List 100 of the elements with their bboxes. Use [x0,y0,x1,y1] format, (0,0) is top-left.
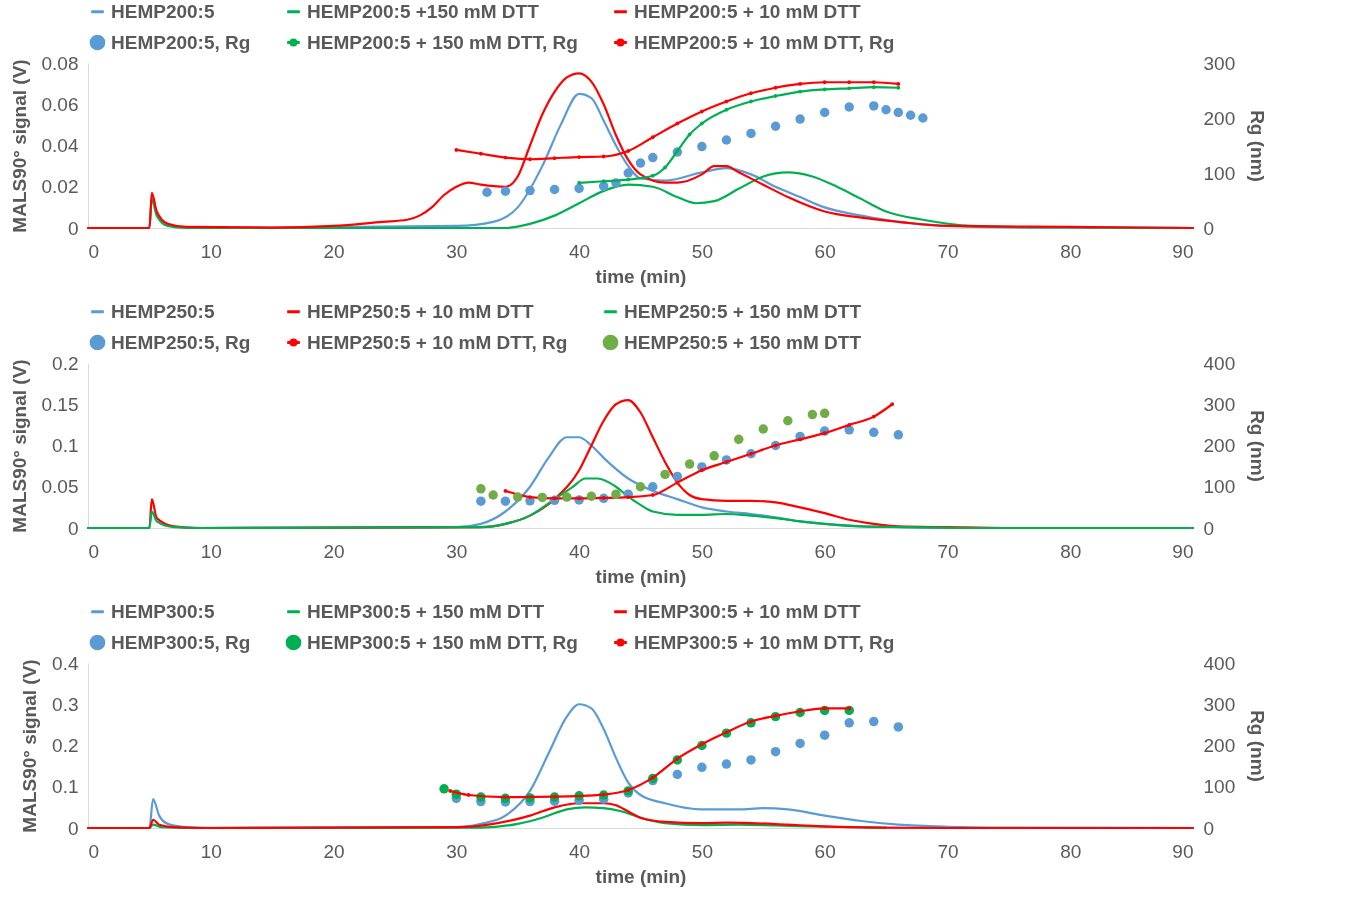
legend-label: HEMP200:5 + 150 mM DTT, Rg [307,31,578,53]
legend-label: HEMP200:5 + 10 mM DTT, Rg [634,31,895,53]
point [721,759,732,769]
y2-tick-label: 0 [1203,817,1215,839]
legend-label: HEMP200:5 [111,0,215,22]
legend-label: HEMP300:5 + 10 mM DTT [634,600,861,622]
point [598,181,609,191]
x-tick-label: 20 [323,240,345,262]
point [869,101,879,111]
y-tick-label: 0.2 [52,352,79,374]
point [795,738,805,749]
x-tick-label: 10 [200,540,222,562]
point [881,105,891,115]
legend-label: HEMP300:5 + 10 mM DTT, Rg [634,631,895,653]
x-tick-label: 40 [569,240,591,262]
point [758,424,769,434]
x-tick-label: 20 [323,540,345,562]
point [783,416,793,426]
legend-label: HEMP200:5 +150 mM DTT [307,0,540,22]
point [819,730,830,740]
point [773,85,778,90]
point [500,186,511,196]
point [488,490,498,500]
point [675,121,680,126]
point [672,769,683,780]
y-tick-label: 0.08 [41,52,79,74]
point [528,157,532,162]
x-tick-label: 80 [1060,540,1082,562]
x-tick-label: 80 [1060,840,1082,862]
point [893,107,904,118]
y-tick-label: 0.1 [52,435,79,456]
y2-tick-label: 300 [1203,52,1236,74]
y2-tick-label: 0 [1203,517,1215,539]
point [574,183,584,194]
point [844,102,854,112]
y2-tick-label: 100 [1203,476,1236,498]
x-tick-label: 70 [937,540,959,562]
legend-label: HEMP250:5 + 150 mM DTT [624,331,862,353]
x-tick-label: 50 [691,540,713,562]
y-tick-label: 0.05 [41,476,79,498]
y-tick-label: 0.06 [41,93,79,115]
x-tick-label: 80 [1060,240,1082,262]
y2-tick-label: 300 [1203,693,1236,715]
legend-label: HEMP200:5 + 10 mM DTT [634,0,861,22]
point [798,82,803,86]
x-tick-label: 30 [446,840,468,862]
point [650,173,655,178]
point [699,109,704,114]
point [525,185,535,196]
point [660,469,670,480]
point [549,184,560,195]
legend-label: HEMP200:5, Rg [111,31,251,53]
x-tick-label: 60 [814,840,836,862]
point [503,488,508,493]
x-tick-label: 10 [200,840,222,862]
point [611,489,621,499]
x-axis-title: time (min) [595,565,687,587]
point [699,468,704,473]
point [871,80,876,85]
legend-label: HEMP300:5 [111,600,215,622]
y2-tick-label: 300 [1203,393,1236,415]
x-tick-label: 30 [446,240,468,262]
y2-axis-title: Rg (nm) [1247,410,1269,482]
point [635,158,646,168]
point [448,788,453,793]
y-axis-title: MALS90° signal (V) [8,359,30,533]
point [847,422,852,427]
x-tick-label: 90 [1172,240,1194,262]
point [626,495,631,499]
x-tick-label: 40 [569,840,591,862]
y-tick-label: 0.3 [52,693,79,715]
legend-label: HEMP250:5, Rg [111,331,251,353]
x-tick-label: 60 [814,240,836,262]
x-tick-label: 0 [88,840,100,862]
y-tick-label: 0.1 [52,776,79,798]
y2-tick-label: 0 [1203,217,1215,239]
x-tick-label: 60 [814,540,836,562]
y-tick-label: 0 [67,817,79,839]
point [869,427,879,438]
y-tick-label: 0.02 [41,176,79,198]
point [733,434,744,445]
legend-label: HEMP250:5 [111,300,215,322]
point [577,181,582,185]
x-tick-label: 0 [88,240,100,262]
y2-tick-label: 100 [1203,776,1236,798]
point [893,722,904,732]
point [918,113,928,123]
y-tick-label: 0.2 [52,735,79,756]
point [552,156,557,161]
x-tick-label: 0 [88,540,100,562]
point [512,492,523,502]
point [672,471,683,482]
x-tick-label: 50 [691,840,713,862]
legend-label: HEMP250:5 + 10 mM DTT, Rg [307,331,568,353]
legend-label: HEMP250:5 + 150 mM DTT [624,300,862,322]
point [847,86,852,91]
point [454,148,459,152]
point [697,762,707,773]
point [482,187,492,197]
point [466,793,471,797]
